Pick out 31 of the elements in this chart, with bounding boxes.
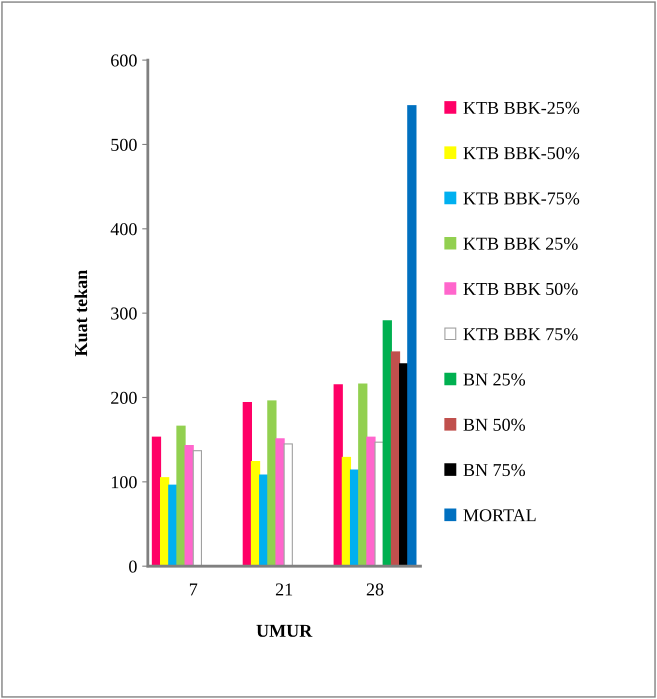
bar [267,400,277,566]
legend-label: KTB BBK-75% [463,192,580,205]
y-tick-label: 0 [129,560,137,573]
bar [407,105,416,566]
bar [284,443,293,566]
y-axis-title: Kuat tekan [74,270,88,356]
y-tick-label: 400 [110,223,137,236]
legend-label: BN 25% [463,373,526,386]
legend-label: BN 50% [463,418,526,431]
x-tick-label: 7 [190,584,198,596]
bar [192,450,202,566]
x-axis-title: UMUR [256,624,312,637]
legend-label: KTB BBK 50% [463,282,578,296]
bar [334,384,343,566]
bar [382,320,392,566]
legend-label: KTB BBK-50% [463,147,580,160]
legend-label: KTB BBK 25% [463,238,578,250]
legend-label: KTB BBK-25% [463,102,580,114]
y-tick-label: 600 [111,54,137,67]
x-tick-label: 28 [366,583,384,596]
bar [242,402,252,566]
y-tick-label: 100 [112,476,137,488]
legend-label: KTB BBK 75% [463,328,578,340]
y-tick-label: 500 [111,138,137,151]
y-tick-label: 300 [111,307,137,320]
bar [168,484,178,566]
legend-label: MORTAL [463,509,536,522]
y-tick-label: 200 [111,392,137,404]
legend-label: BN 75% [463,464,526,476]
x-tick-label: 21 [276,583,292,596]
bar [358,383,368,566]
